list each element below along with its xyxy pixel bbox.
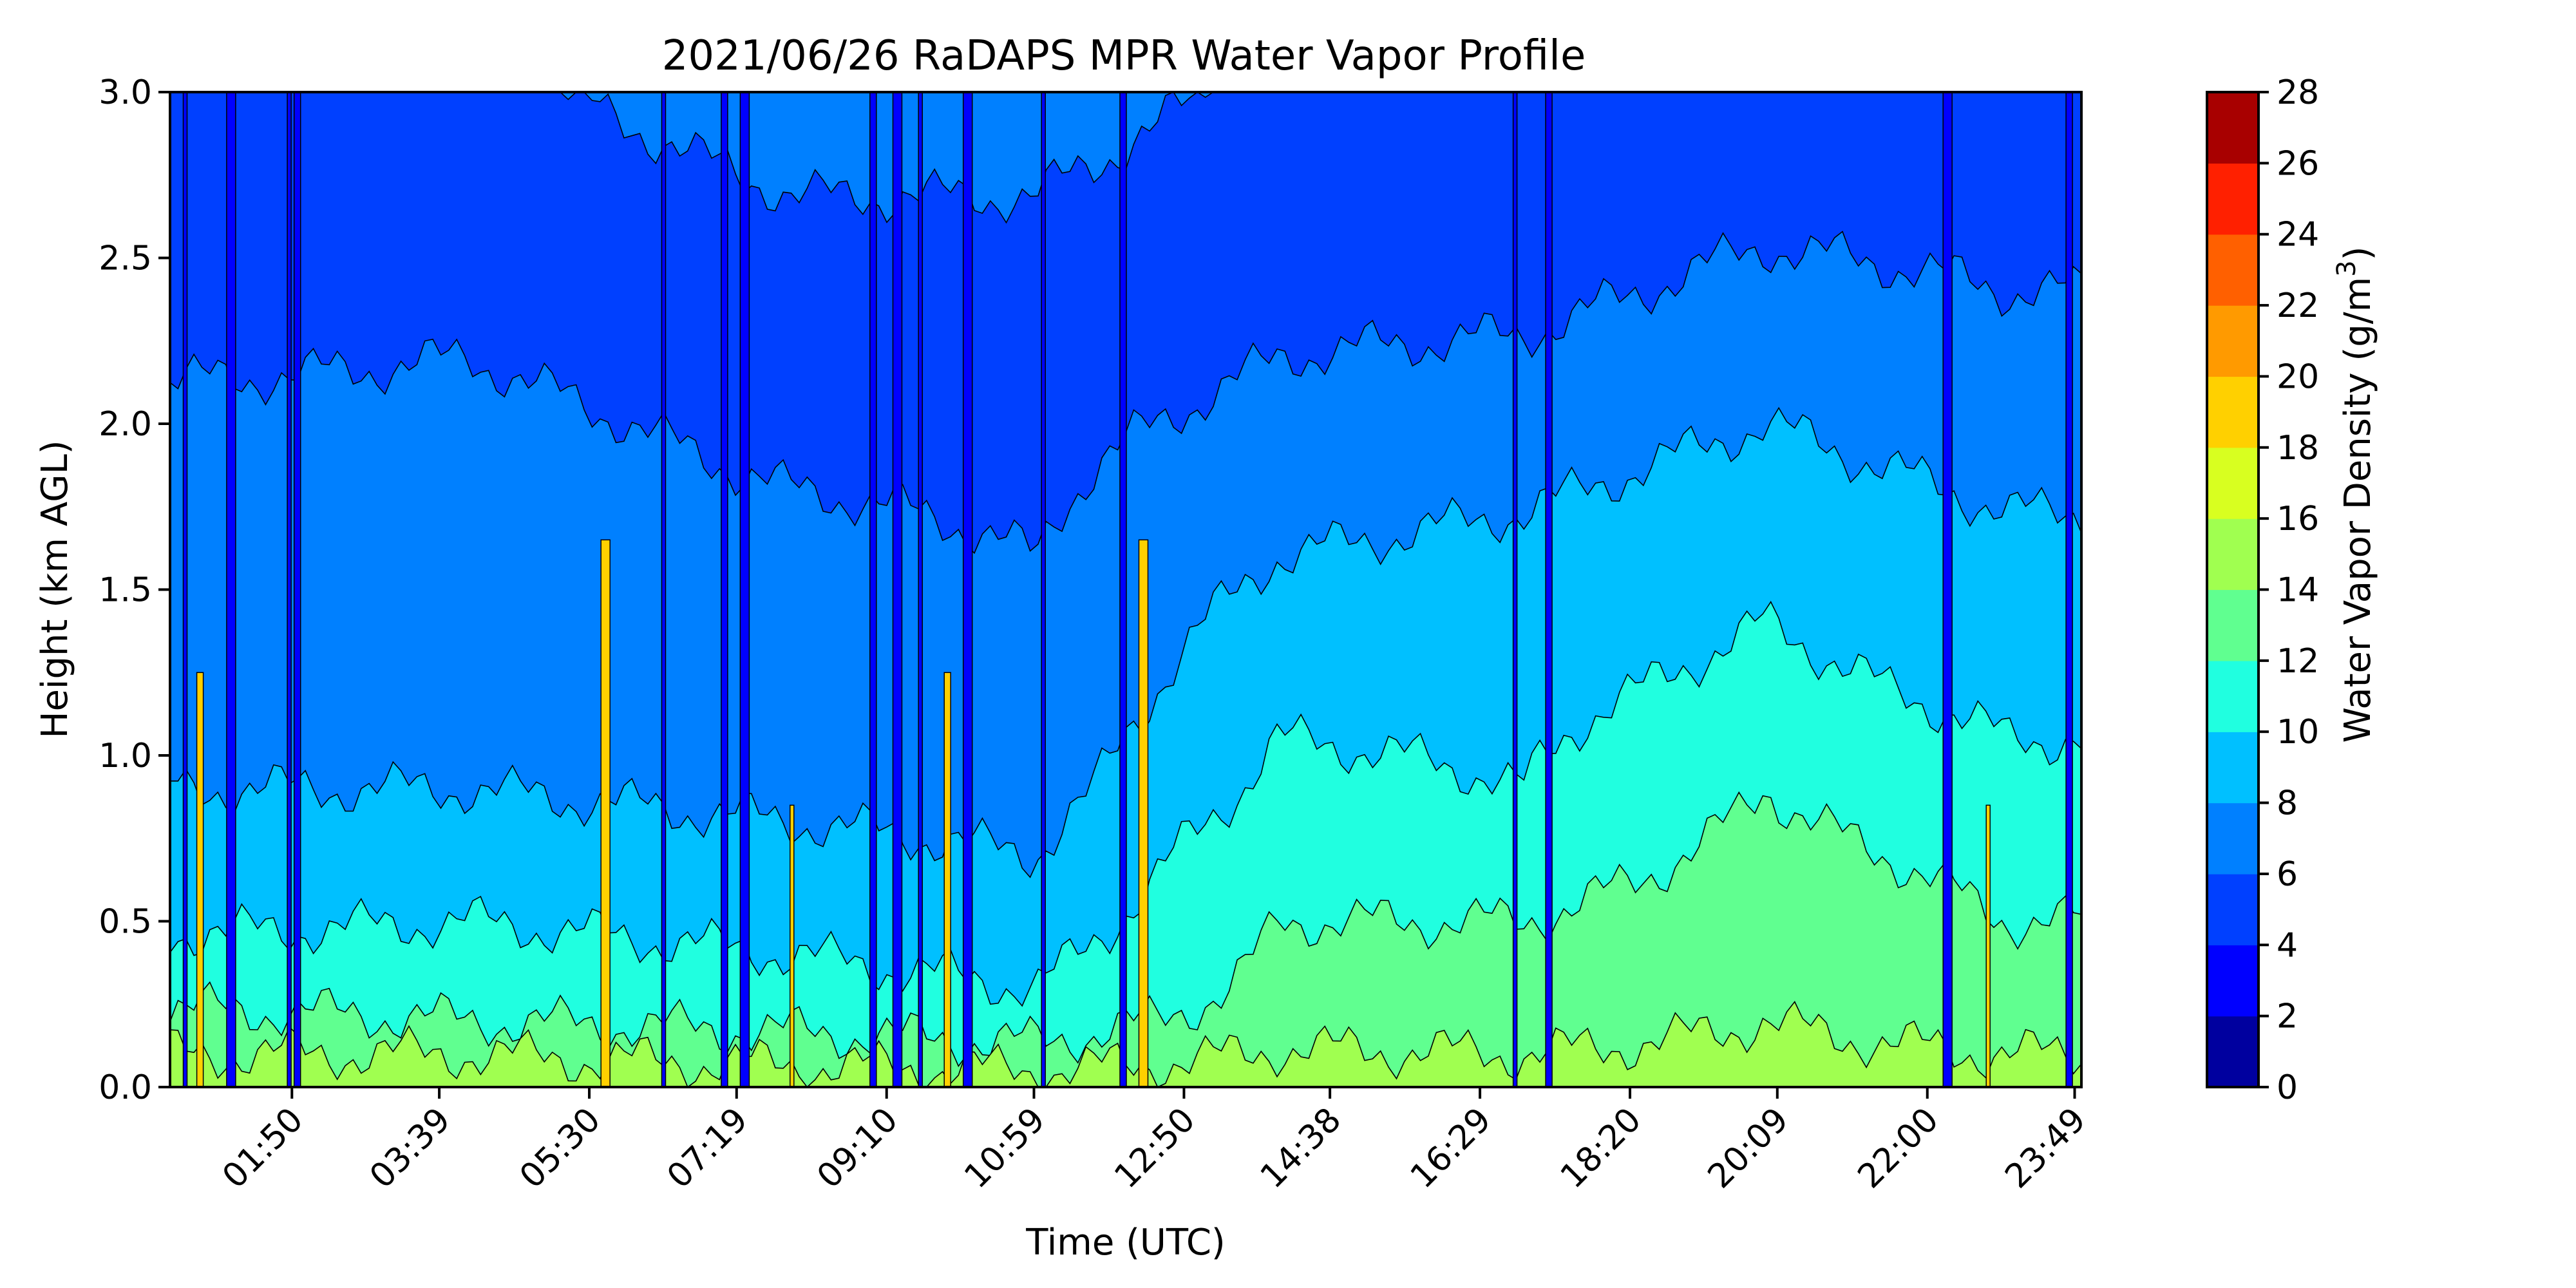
anomaly-strip: [2065, 91, 2073, 1088]
anomaly-strip: [1985, 804, 1991, 1088]
anomaly-strip: [918, 91, 923, 1088]
colorbar-swatch-22: [2207, 234, 2259, 306]
colorbar-swatch-20: [2207, 305, 2259, 377]
anomaly-strip: [943, 672, 951, 1088]
plot-area: [169, 91, 2083, 1088]
colorbar-tick-label: 10: [2277, 713, 2319, 752]
x-tick-label: 22:00: [1851, 1101, 1946, 1196]
x-tick-label: 07:19: [660, 1101, 755, 1196]
contour-band-12: [169, 791, 2082, 1088]
colorbar-tick-label: 26: [2277, 144, 2319, 183]
colorbar-tick-label: 0: [2277, 1068, 2298, 1107]
y-tick-label: 2.0: [99, 405, 152, 444]
anomaly-strip: [1119, 91, 1127, 1088]
anomaly-strip: [196, 672, 204, 1088]
anomaly-strip: [600, 539, 611, 1088]
anomaly-strip: [790, 804, 795, 1088]
x-tick-label: 12:50: [1107, 1101, 1202, 1196]
anomaly-strip: [1138, 539, 1149, 1088]
x-tick-label: 23:49: [1998, 1101, 2093, 1196]
anomaly-strip: [721, 91, 728, 1088]
y-tick-label: 0.5: [99, 903, 152, 942]
colorbar-swatch-8: [2207, 732, 2259, 804]
y-tick-label: 3.0: [99, 73, 152, 112]
y-tick-label: 0.0: [99, 1068, 152, 1107]
colorbar-tick-label: 2: [2277, 998, 2298, 1036]
colorbar-swatch-26: [2207, 92, 2259, 164]
x-tick-label: 10:59: [957, 1101, 1052, 1196]
colorbar-swatch-4: [2207, 873, 2259, 945]
anomaly-strip: [226, 91, 236, 1088]
colorbar-label-close: ): [2337, 246, 2379, 260]
colorbar-swatch-6: [2207, 802, 2259, 875]
colorbar-swatch-18: [2207, 376, 2259, 448]
anomaly-strip: [1041, 91, 1046, 1088]
colorbar-tick-label: 12: [2277, 642, 2319, 681]
colorbar-swatch-24: [2207, 163, 2259, 235]
colorbar-tick-label: 4: [2277, 926, 2298, 965]
colorbar-swatch-16: [2207, 447, 2259, 519]
x-tick-label: 09:10: [810, 1101, 905, 1196]
colorbar-swatch-10: [2207, 660, 2259, 732]
anomaly-strip: [287, 91, 292, 1088]
y-tick-label: 1.5: [99, 571, 152, 610]
colorbar-tick-label: 14: [2277, 571, 2319, 610]
colorbar-swatch-12: [2207, 589, 2259, 661]
anomaly-strip: [869, 91, 877, 1088]
y-tick-label: 2.5: [99, 240, 152, 278]
anomaly-strip: [1545, 91, 1553, 1088]
x-tick-label: 03:39: [363, 1101, 458, 1196]
x-tick-label: 16:29: [1403, 1101, 1499, 1196]
x-tick-label: 14:38: [1253, 1101, 1349, 1196]
x-tick-label: 05:30: [513, 1101, 608, 1196]
anomaly-strip: [739, 91, 750, 1088]
colorbar-label-superscript: 3: [2332, 260, 2362, 276]
colorbar-tick-label: 16: [2277, 500, 2319, 538]
colorbar-tick-label: 22: [2277, 287, 2319, 325]
colorbar-tick-label: 18: [2277, 429, 2319, 468]
x-tick-label: 18:20: [1553, 1101, 1649, 1196]
anomaly-strip: [293, 91, 301, 1088]
anomaly-strip: [661, 91, 667, 1088]
colorbar-swatch-0: [2207, 1016, 2259, 1088]
anomaly-strip: [1942, 91, 1953, 1088]
colorbar-swatch-14: [2207, 518, 2259, 591]
x-tick-label: 20:09: [1701, 1101, 1796, 1196]
anomaly-strip: [1512, 91, 1518, 1088]
colorbar-tick-label: 24: [2277, 216, 2319, 254]
chart-title: 2021/06/26 RaDAPS MPR Water Vapor Profil…: [662, 32, 1586, 80]
colorbar-label-text: Water Vapor Density (g/m: [2337, 277, 2379, 743]
x-tick-label: 01:50: [215, 1101, 310, 1196]
colorbar-tick-label: 6: [2277, 855, 2298, 894]
anomaly-strip: [182, 91, 188, 1088]
contour-spikes: [182, 91, 2073, 1088]
anomaly-strip: [962, 91, 973, 1088]
y-tick-label: 1.0: [99, 737, 152, 775]
x-axis-label: Time (UTC): [1025, 1222, 1226, 1264]
contour-band-14: [169, 1000, 2082, 1088]
y-axis: 0.0 0.5 1.0 1.5 2.0 2.5 3.0: [99, 73, 170, 1107]
colorbar-tick-label: 28: [2277, 73, 2319, 112]
x-axis: 01:50 03:39 05:30 07:19 09:10 10:59 12:50 14:38…: [215, 1087, 2094, 1196]
colorbar-tick-label: 8: [2277, 784, 2298, 823]
anomaly-strip: [892, 91, 903, 1088]
colorbar-swatch-2: [2207, 945, 2259, 1017]
colorbar-label: Water Vapor Density (g/m3): [2332, 246, 2379, 743]
colorbar-tick-label: 20: [2277, 357, 2319, 396]
y-axis-label: Height (km AGL): [34, 440, 76, 738]
